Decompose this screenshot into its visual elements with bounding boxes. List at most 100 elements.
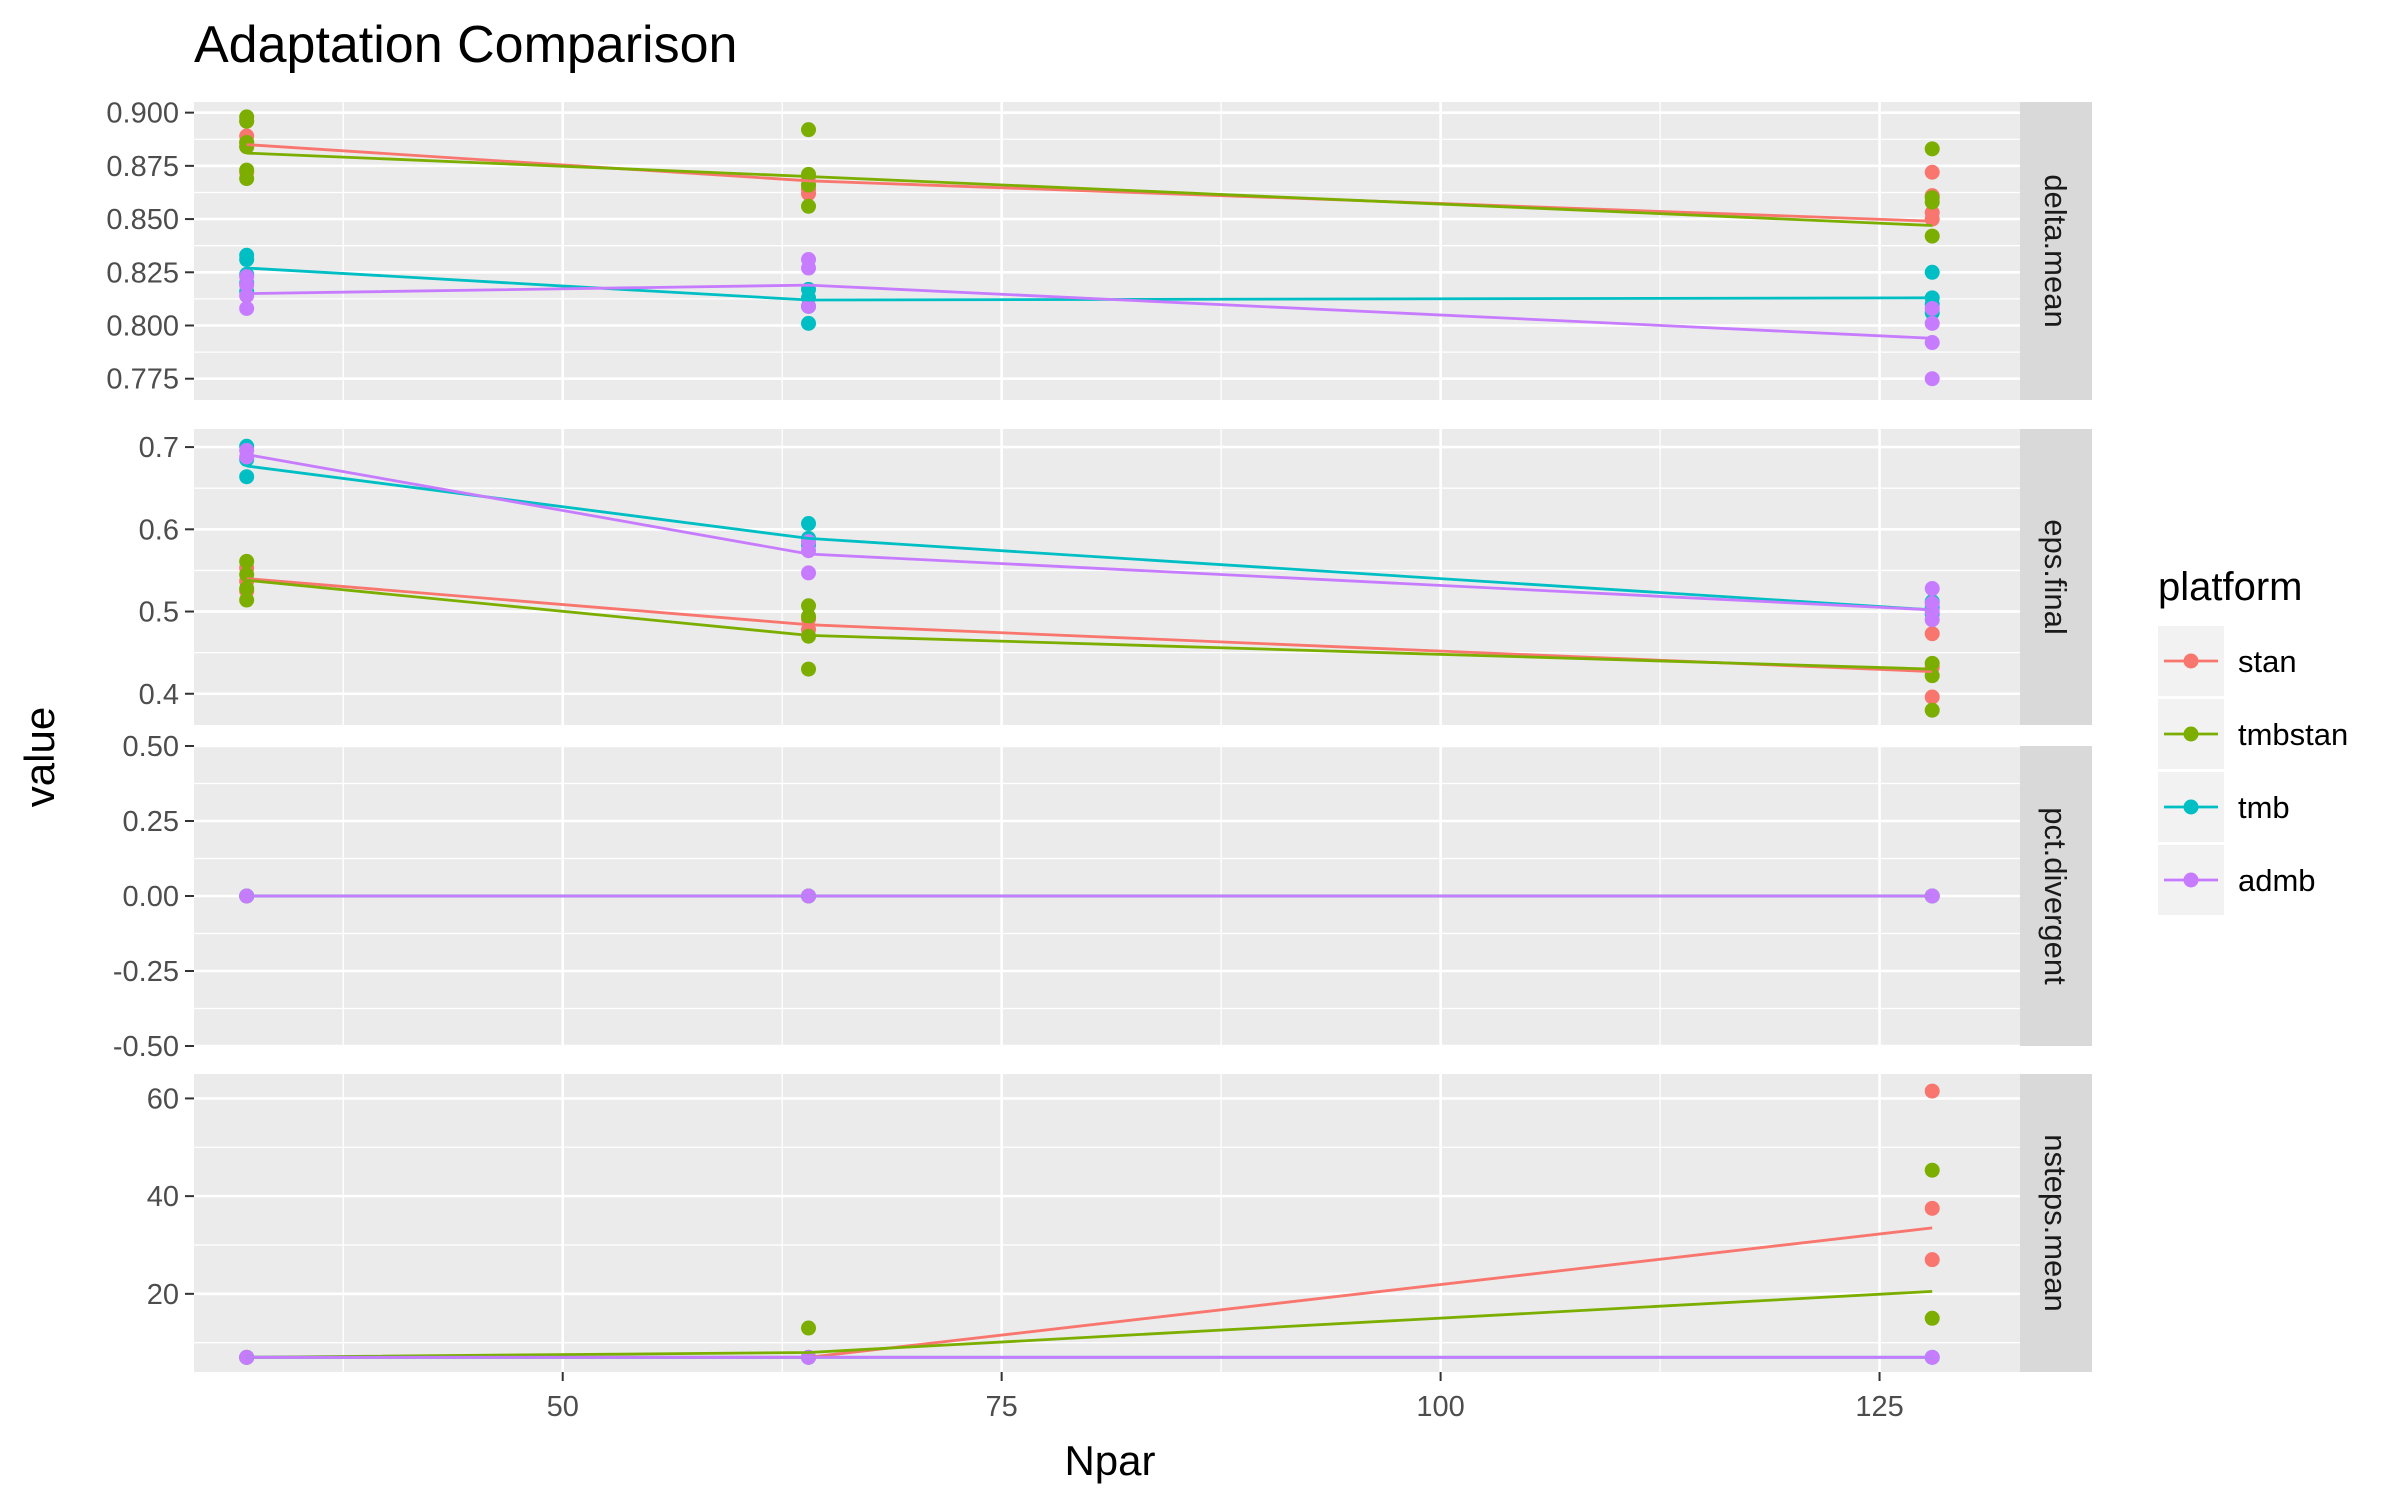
data-point-tmbstan <box>1924 702 1940 718</box>
y-tick-label: -0.50 <box>113 1031 179 1063</box>
data-point-tmbstan <box>1924 141 1940 157</box>
y-tick-label: 0.850 <box>106 204 179 236</box>
series-line-tmbstan <box>246 578 1933 671</box>
data-point-stan <box>1924 689 1940 705</box>
data-point-tmb <box>239 252 255 268</box>
data-point-admb <box>239 300 255 316</box>
data-point-tmb <box>1924 264 1940 280</box>
legend-key-point <box>2183 653 2199 669</box>
facet-panel-nsteps.mean: 20 40 60 nsteps.mean <box>147 1074 2092 1372</box>
series-line-stan <box>246 577 1933 673</box>
series-line-tmb <box>246 464 1933 612</box>
data-point-tmbstan <box>239 581 255 597</box>
panel-background <box>194 1074 2020 1372</box>
series-line-stan <box>246 143 1933 223</box>
facet-strip-label: delta.mean <box>2038 174 2073 327</box>
data-point-tmbstan <box>1924 1162 1940 1178</box>
data-point-tmbstan <box>239 113 255 129</box>
data-point-tmbstan <box>239 592 255 608</box>
data-point-tmbstan <box>801 1320 817 1336</box>
legend-entry-tmb: tmb <box>2158 772 2290 842</box>
data-point-stan <box>1924 211 1940 227</box>
y-tick-label: 0.800 <box>106 311 179 343</box>
data-point-admb <box>801 298 817 314</box>
data-point-tmbstan <box>1924 228 1940 244</box>
data-point-stan <box>1924 1083 1940 1099</box>
panel-background <box>194 102 2020 400</box>
data-point-admb <box>239 277 255 293</box>
data-point-admb <box>239 288 255 304</box>
y-tick-label: 0.5 <box>139 597 179 629</box>
data-point-tmbstan <box>801 598 817 614</box>
y-axis-title: value <box>16 707 63 807</box>
data-point-tmbstan <box>801 166 817 182</box>
y-tick-label: 0.900 <box>106 98 179 130</box>
facet-panels: 0.775 0.800 0.825 0.850 0.875 0.900 delta.mean… <box>106 98 2092 1372</box>
x-axis: 50 75 100 125 <box>547 1372 1904 1423</box>
data-point-admb <box>1924 371 1940 387</box>
data-point-admb <box>1924 315 1940 331</box>
y-tick-label: 0.00 <box>123 881 179 913</box>
data-point-admb <box>1924 300 1940 316</box>
data-point-admb <box>1924 612 1940 628</box>
y-tick-label: 60 <box>147 1083 179 1115</box>
legend-key-point <box>2183 872 2199 888</box>
facet-strip <box>2020 1074 2092 1372</box>
data-point-tmbstan <box>1924 1310 1940 1326</box>
y-tick-label: 0.825 <box>106 257 179 289</box>
series-line-tmbstan <box>246 151 1933 227</box>
legend-title: platform <box>2158 565 2303 609</box>
series-line-admb <box>246 453 1933 612</box>
data-point-stan <box>1924 1200 1940 1216</box>
data-point-tmb <box>239 469 255 485</box>
legend-entry-admb: admb <box>2158 845 2316 915</box>
series-line-admb <box>246 283 1933 340</box>
y-tick-label: 0.7 <box>139 432 179 464</box>
legend-key-point <box>2183 799 2199 815</box>
legend-label: stan <box>2238 644 2297 679</box>
y-tick-label: -0.25 <box>113 956 179 988</box>
data-point-tmb <box>801 315 817 331</box>
data-point-admb <box>801 260 817 276</box>
data-point-stan <box>1924 1252 1940 1268</box>
data-point-tmbstan <box>239 553 255 569</box>
y-tick-label: 20 <box>147 1279 179 1311</box>
series-line-tmbstan <box>246 1290 1933 1359</box>
data-point-tmbstan <box>239 139 255 155</box>
data-point-admb <box>1924 1349 1940 1365</box>
y-tick-label: 0.25 <box>123 806 179 838</box>
facet-strip-label: eps.final <box>2038 519 2073 634</box>
data-point-tmbstan <box>1924 655 1940 671</box>
data-point-admb <box>239 1349 255 1365</box>
data-point-admb <box>1924 888 1940 904</box>
legend-label: tmbstan <box>2238 717 2348 752</box>
data-point-admb <box>1924 581 1940 597</box>
data-point-tmbstan <box>801 608 817 624</box>
facet-panel-delta.mean: 0.775 0.800 0.825 0.850 0.875 0.900 delta.mean <box>106 98 2092 400</box>
series-line-tmb <box>246 266 1933 302</box>
y-tick-label: 0.4 <box>139 679 179 711</box>
data-point-admb <box>239 449 255 465</box>
data-point-tmb <box>801 516 817 532</box>
x-tick-label: 100 <box>1416 1391 1464 1423</box>
x-tick-label: 125 <box>1855 1391 1903 1423</box>
facet-panel-pct.divergent: -0.50 -0.25 0.00 0.25 0.50 pct.divergent <box>113 731 2092 1063</box>
data-point-tmbstan <box>1924 194 1940 210</box>
data-point-tmbstan <box>239 171 255 187</box>
legend-label: admb <box>2238 863 2316 898</box>
legend-entry-stan: stan <box>2158 626 2297 696</box>
data-point-stan <box>1924 164 1940 180</box>
data-point-tmbstan <box>801 661 817 677</box>
legend-key-point <box>2183 726 2199 742</box>
data-point-admb <box>801 543 817 559</box>
facet-strip-label: nsteps.mean <box>2038 1134 2073 1312</box>
y-tick-label: 0.50 <box>123 731 179 763</box>
x-axis-title: Npar <box>1064 1437 1155 1484</box>
legend-entry-tmbstan: tmbstan <box>2158 699 2348 769</box>
data-point-tmbstan <box>801 122 817 138</box>
data-point-stan <box>1924 626 1940 642</box>
facet-strip <box>2020 429 2092 725</box>
y-tick-label: 40 <box>147 1181 179 1213</box>
x-tick-label: 75 <box>986 1391 1018 1423</box>
